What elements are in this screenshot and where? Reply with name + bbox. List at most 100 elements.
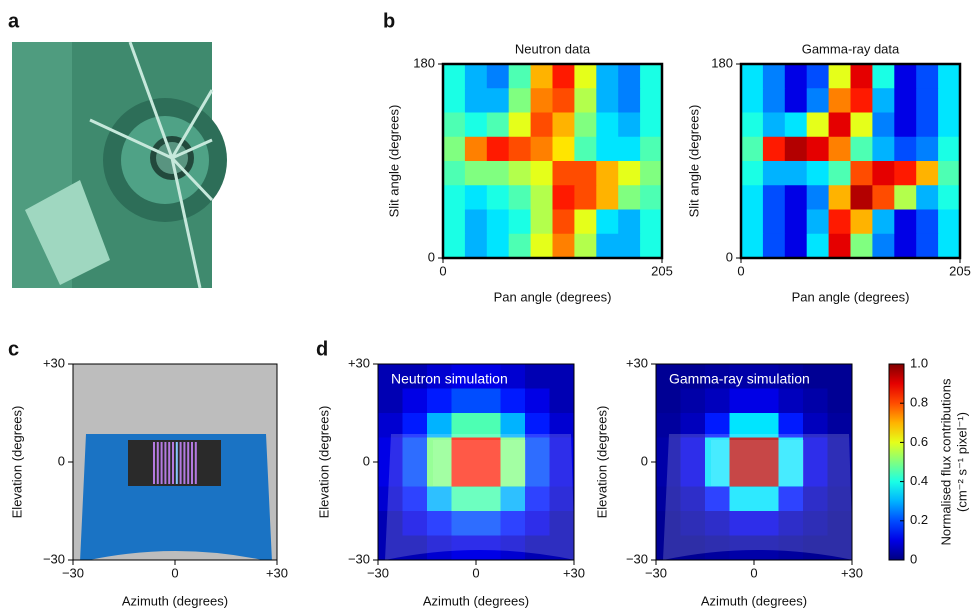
heatmap-cell bbox=[378, 389, 403, 414]
heatmap-cell bbox=[465, 88, 487, 113]
heatmap-cell bbox=[618, 113, 640, 138]
heatmap-cell bbox=[596, 161, 618, 186]
x-tick-label: −30 bbox=[62, 565, 84, 580]
heatmap-cell bbox=[640, 64, 662, 89]
heatmap-cell bbox=[553, 88, 575, 113]
y-tick-label: +30 bbox=[626, 355, 648, 370]
heatmap-cell bbox=[894, 64, 916, 89]
heatmap-cell bbox=[443, 185, 465, 210]
heatmap-cell bbox=[640, 137, 662, 162]
x-axis-label: Azimuth (degrees) bbox=[423, 593, 529, 608]
colorbar-tick-label: 0.6 bbox=[910, 434, 928, 449]
heatmap-cell bbox=[403, 389, 428, 414]
heatmap-cell bbox=[807, 64, 829, 89]
heatmap-cell bbox=[531, 88, 553, 113]
heatmap-cell bbox=[779, 389, 804, 414]
heatmap-cell bbox=[618, 210, 640, 235]
heatmap-cell bbox=[574, 161, 596, 186]
heatmap-cell bbox=[443, 113, 465, 138]
heatmap-cell bbox=[829, 137, 851, 162]
heatmap-cell bbox=[427, 389, 452, 414]
heatmap-cell bbox=[705, 389, 730, 414]
heatmap-cell bbox=[465, 210, 487, 235]
detector-slit bbox=[172, 442, 174, 484]
heatmap-cell bbox=[938, 113, 960, 138]
detector-slit bbox=[191, 442, 193, 484]
heatmap-cell bbox=[553, 210, 575, 235]
heatmap-cell bbox=[574, 234, 596, 259]
heatmap-cell bbox=[487, 161, 509, 186]
heatmap-cell bbox=[443, 137, 465, 162]
x-tick-label: −30 bbox=[645, 565, 667, 580]
chart-title: Gamma-ray simulation bbox=[669, 371, 810, 387]
heatmap-cell bbox=[938, 88, 960, 113]
y-tick-label: 0 bbox=[726, 249, 733, 264]
heatmap-cell bbox=[465, 113, 487, 138]
heatmap-cell bbox=[807, 137, 829, 162]
heatmap-cell bbox=[501, 389, 526, 414]
heatmap-cell bbox=[487, 234, 509, 259]
heatmap-cell bbox=[509, 64, 531, 89]
heatmap-cell bbox=[443, 210, 465, 235]
heatmap-cell bbox=[872, 210, 894, 235]
heatmap-cell bbox=[553, 137, 575, 162]
heatmap-cell bbox=[894, 185, 916, 210]
detector-slit bbox=[161, 442, 163, 484]
heatmap-cell bbox=[487, 185, 509, 210]
heatmap-cell bbox=[894, 88, 916, 113]
detector-overlay bbox=[711, 440, 804, 486]
heatmap-cell bbox=[916, 210, 938, 235]
heatmap-cell bbox=[553, 234, 575, 259]
plot bbox=[443, 64, 663, 259]
heatmap-cell bbox=[741, 137, 763, 162]
detector-slit bbox=[157, 442, 159, 484]
x-tick-label: 205 bbox=[949, 263, 971, 278]
heatmap-cell bbox=[741, 161, 763, 186]
reactor-photo bbox=[12, 42, 227, 288]
heatmap-cell bbox=[443, 161, 465, 186]
heatmap-cell bbox=[894, 210, 916, 235]
chart-title: Gamma-ray data bbox=[802, 41, 900, 56]
heatmap-cell bbox=[574, 88, 596, 113]
heatmap-cell bbox=[785, 161, 807, 186]
heatmap-cell bbox=[916, 113, 938, 138]
heatmap-cell bbox=[531, 137, 553, 162]
detector-slit bbox=[164, 442, 166, 484]
heatmap-cell bbox=[828, 389, 853, 414]
heatmap-cell bbox=[618, 185, 640, 210]
heatmap-cell bbox=[938, 210, 960, 235]
heatmap-cell bbox=[763, 137, 785, 162]
heatmap-cell bbox=[531, 113, 553, 138]
heatmap-cell bbox=[894, 161, 916, 186]
heatmap-cell bbox=[681, 389, 706, 414]
y-tick-label: −30 bbox=[43, 551, 65, 566]
heatmap-cell bbox=[763, 185, 785, 210]
heatmap-cell bbox=[807, 185, 829, 210]
x-tick-label: −30 bbox=[367, 565, 389, 580]
heatmap-cell bbox=[938, 64, 960, 89]
heatmap-cell bbox=[763, 64, 785, 89]
heatmap-cell bbox=[531, 161, 553, 186]
heatmap-cell bbox=[487, 137, 509, 162]
heatmap-cell bbox=[851, 234, 873, 259]
colorbar-label: Normalised flux contributions bbox=[938, 378, 953, 545]
detector-slit bbox=[180, 442, 182, 484]
heatmap-cell bbox=[938, 137, 960, 162]
heatmap-cell bbox=[763, 161, 785, 186]
x-tick-label: +30 bbox=[563, 565, 585, 580]
y-tick-label: 0 bbox=[363, 453, 370, 468]
heatmap-cell bbox=[525, 389, 550, 414]
heatmap-cell bbox=[487, 88, 509, 113]
heatmap-cell bbox=[531, 210, 553, 235]
heatmap-cell bbox=[938, 161, 960, 186]
heatmap-cell bbox=[574, 64, 596, 89]
detector-array bbox=[128, 440, 221, 486]
heatmap-cell bbox=[807, 113, 829, 138]
heatmap-cell bbox=[596, 64, 618, 89]
colorbar-tick-label: 1.0 bbox=[910, 355, 928, 370]
plot bbox=[73, 364, 277, 562]
heatmap-cell bbox=[763, 113, 785, 138]
heatmap-cell bbox=[531, 185, 553, 210]
heatmap-cell bbox=[640, 113, 662, 138]
heatmap-cell bbox=[741, 185, 763, 210]
